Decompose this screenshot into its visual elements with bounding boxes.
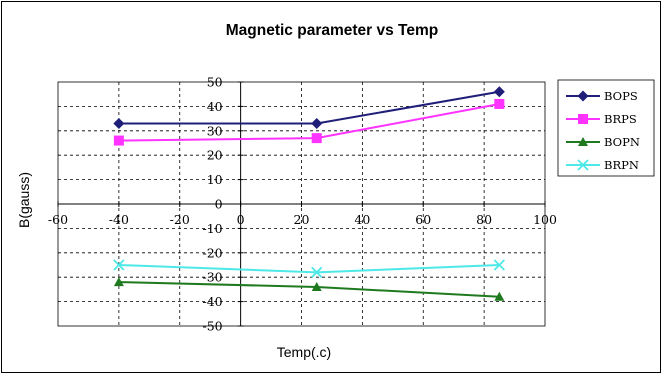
y-tick-label: -30	[202, 270, 222, 285]
x-tick-label: 20	[294, 212, 310, 227]
series-line-brps	[118, 102, 500, 142]
data-point-bops	[493, 86, 505, 98]
legend-label-bops: BOPS	[604, 89, 638, 103]
x-tick-label: -60	[48, 212, 68, 227]
y-tick-label: -40	[202, 294, 222, 309]
chart-title: Magnetic parameter vs Temp	[225, 22, 439, 39]
y-tick-label: 40	[207, 99, 223, 114]
series-line-brpn	[118, 264, 500, 274]
data-point-brpn	[113, 259, 125, 271]
y-tick-label: 50	[207, 75, 223, 90]
data-point-bops	[113, 117, 125, 129]
y-tick-label: -10	[202, 221, 222, 236]
x-tick-label: 80	[476, 212, 492, 227]
legend-label-brps: BRPS	[604, 112, 637, 126]
legend-label-brpn: BRPN	[604, 158, 639, 172]
y-tick-label: 0	[215, 197, 223, 212]
legend-marker-bops	[577, 90, 589, 102]
x-tick-label: 0	[237, 212, 245, 227]
y-tick-label: 10	[207, 172, 223, 187]
data-point-brps	[311, 133, 322, 144]
y-tick-label: -50	[202, 319, 222, 334]
y-tick-label: 20	[207, 148, 223, 163]
x-tick-label: 100	[533, 212, 557, 227]
data-point-brpn	[311, 266, 323, 278]
data-point-brpn	[493, 259, 505, 271]
data-point-bopn	[494, 291, 505, 301]
y-tick-label: 30	[207, 123, 223, 138]
data-point-bops	[311, 117, 323, 129]
x-tick-label: -40	[109, 212, 129, 227]
x-tick-label: -20	[170, 212, 190, 227]
legend-marker-brpn	[577, 159, 589, 171]
data-point-bopn	[113, 277, 124, 287]
x-tick-label: 60	[415, 212, 431, 227]
y-tick-label: -20	[202, 245, 222, 260]
legend-marker-brps	[578, 114, 588, 124]
x-tick-label: 40	[354, 212, 370, 227]
data-point-brps	[113, 135, 124, 146]
series-line-bops	[118, 90, 500, 125]
data-point-bopn	[311, 281, 322, 291]
legend-label-bopn: BOPN	[604, 135, 640, 149]
x-axis-label: Temp(.c)	[276, 344, 332, 360]
series-line-bopn	[118, 281, 500, 298]
data-point-brps	[494, 98, 505, 109]
legend-marker-bopn	[578, 137, 588, 146]
